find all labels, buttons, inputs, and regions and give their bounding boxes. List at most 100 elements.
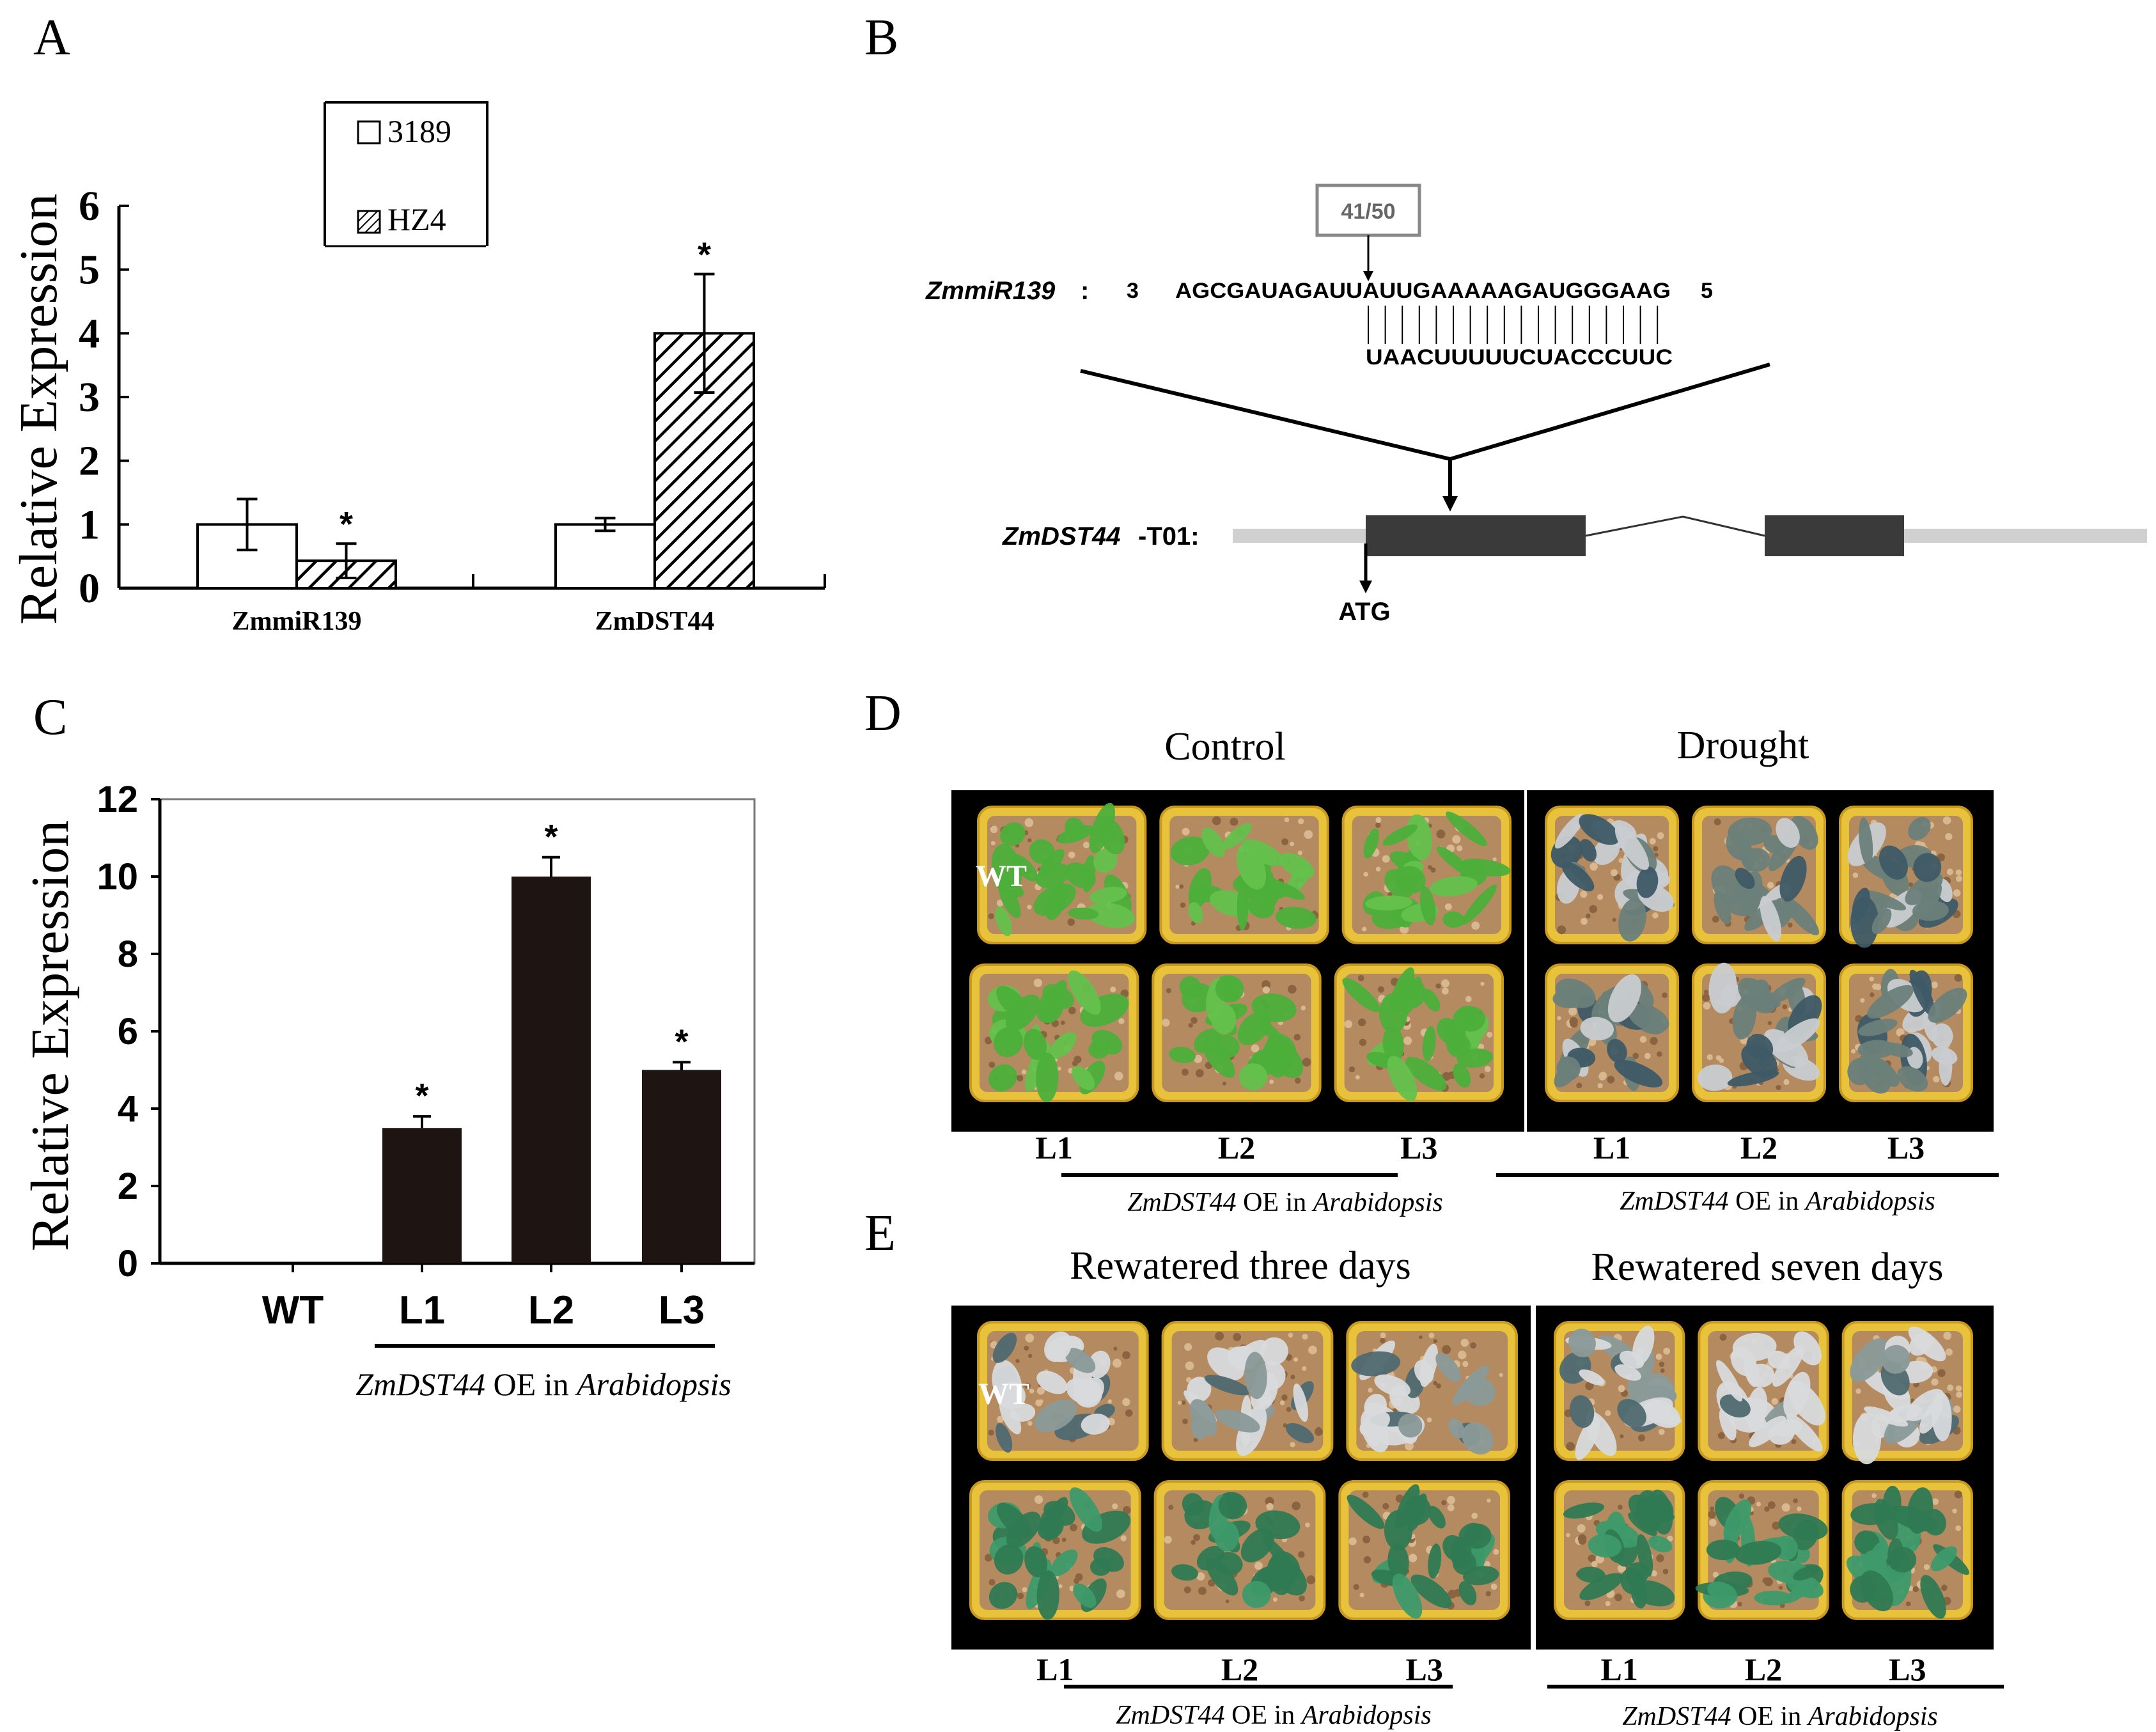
sig-star-c: *: [415, 1077, 428, 1115]
caption-e-left: ZmDST44 OE in Arabidopsis: [1116, 1701, 1432, 1730]
y-axis-label-a: Relative Expression: [9, 194, 68, 625]
legend-a: 3189 HZ4: [324, 101, 488, 247]
pot-0-1-1: [1153, 1480, 1326, 1620]
line-label-l2: L2: [1221, 1651, 1258, 1687]
score-box: [1315, 183, 1421, 237]
line-label-l3: L3: [1889, 1651, 1926, 1687]
sig-star-c: *: [544, 818, 558, 856]
pot-0-0-2: [1346, 1321, 1518, 1461]
caption-d-left: ZmDST44 OE in Arabidopsis: [1127, 1188, 1443, 1217]
line-label-l2: L2: [1218, 1130, 1255, 1166]
chart-c: 0 2 4 6 8 10 12 WT * L1 * L2 * L3: [97, 779, 756, 1332]
bar-c-l3: [642, 1070, 721, 1263]
y-tick-label-a: 6: [79, 183, 100, 230]
photo-d: [951, 790, 1994, 1132]
pot-1-0-0: [1554, 1321, 1685, 1461]
y-tick-label-a: 5: [79, 247, 100, 293]
mirna-5-end: 5: [1701, 279, 1713, 303]
legend-label-3189: 3189: [387, 113, 451, 149]
y-tick-label-a: 2: [79, 438, 100, 485]
mirna-3-end: 3: [1127, 279, 1139, 303]
caption-c: ZmDST44 OE in Arabidopsis: [355, 1366, 731, 1402]
y-axis-label-c: Relative Expression: [20, 820, 80, 1251]
y-tick-label-a: 0: [79, 565, 100, 612]
bar-a-3189-zmdst44: [554, 523, 656, 589]
y-tick-label-a: 3: [79, 374, 100, 421]
line-label-l1: L1: [1036, 1651, 1074, 1687]
legend-label-hz4: HZ4: [387, 201, 446, 237]
line-label-l3: L3: [1400, 1130, 1437, 1166]
pot-0-1-2: [1334, 964, 1504, 1102]
legend-swatch-hz4: [357, 210, 381, 234]
line-labels-d: L1 L2 L3 L1 L2 L3 WT: [976, 859, 1925, 1166]
atg-label: ATG: [1338, 598, 1390, 626]
mirna-label: ZmmiR139: [925, 277, 1056, 305]
caption-e-right: ZmDST44 OE in Arabidopsis: [1622, 1702, 1938, 1731]
panel-letter-c: C: [33, 689, 67, 745]
base-pairing-lines: [1368, 306, 1659, 344]
wt-label: WT: [976, 859, 1027, 893]
bar-c-l2: [512, 877, 591, 1263]
x-tick-label-c: L1: [399, 1288, 445, 1332]
title-drought: Drought: [1677, 724, 1809, 767]
target-sequence: UAACUUUUUCUACCCUUC: [1366, 345, 1673, 370]
panel-a: A 3189 HZ4 Relative Expression 0 1 2 3 4 5 6 * Z…: [9, 10, 826, 636]
sig-star-c: *: [675, 1022, 688, 1061]
pot-0-1-1: [1152, 964, 1322, 1102]
pot-0-0-2: [1341, 806, 1512, 944]
sig-star-a: *: [698, 236, 711, 274]
line-labels-e: L1 L2 L3 L1 L2 L3 WT: [978, 1377, 1926, 1687]
x-tick-label-c: WT: [262, 1288, 324, 1332]
pot-0-1-2: [1338, 1480, 1510, 1620]
line-label-l3: L3: [1405, 1651, 1442, 1687]
line-label-l2: L2: [1740, 1130, 1777, 1166]
pot-1-1-0: [1545, 964, 1679, 1102]
gene-label-suffix: -T01:: [1138, 522, 1199, 550]
y-tick-label-a: 4: [79, 310, 100, 357]
panel-letter-b: B: [864, 10, 898, 66]
x-tick-label-a: ZmDST44: [595, 607, 715, 636]
y-tick-label-a: 1: [79, 501, 100, 548]
pot-1-1-2: [1839, 964, 1973, 1102]
x-tick-label-c: L2: [528, 1288, 574, 1332]
pot-1-1-2: [1841, 1480, 1974, 1620]
utr-3: [1904, 529, 2147, 543]
pot-1-1-1: [1692, 962, 1826, 1102]
title-control: Control: [1164, 725, 1285, 768]
pot-0-0-0: [977, 1321, 1149, 1461]
y-tick-label-c: 8: [118, 933, 138, 975]
bar-a-3189-zmmir139: [196, 523, 298, 589]
pot-0-1-0: [969, 964, 1139, 1103]
bar-c-l1: [382, 1128, 462, 1263]
exon-1: [1366, 515, 1586, 556]
pot-0-1-0: [969, 1480, 1141, 1620]
y-tick-label-c: 6: [118, 1011, 138, 1052]
line-label-l1: L1: [1593, 1130, 1630, 1166]
panel-d: D Control Drought L1 L2 L3 L1 L2 L3 WT ZmDST44…: [864, 685, 1999, 1217]
y-tick-label-c: 10: [97, 856, 138, 898]
line-label-l2: L2: [1745, 1651, 1782, 1687]
panel-b: B 41/50 ZmmiR139 : 3 AGCGAUAGAUUAUUGAAAA…: [864, 10, 2147, 626]
pot-0-0-0: [977, 802, 1147, 944]
caption-d-right: ZmDST44 OE in Arabidopsis: [1620, 1187, 1935, 1216]
line-label-l3: L3: [1887, 1130, 1925, 1166]
chart-a: 0 1 2 3 4 5 6 * ZmmiR139 * ZmDST44: [79, 183, 826, 636]
score-box-text: 41/50: [1341, 199, 1395, 224]
y-tick-label-c: 0: [118, 1243, 138, 1284]
title-rewatered-three: Rewatered three days: [1070, 1244, 1411, 1288]
photo-e: [951, 1306, 1994, 1650]
panel-letter-e: E: [864, 1205, 896, 1261]
gene-label-italic: ZmDST44: [1002, 522, 1121, 550]
pot-1-0-0: [1545, 806, 1679, 944]
mirna-colon: :: [1081, 277, 1089, 305]
y-tick-label-c: 2: [118, 1166, 138, 1207]
y-tick-label-c: 12: [97, 779, 138, 820]
utr-5: [1233, 529, 1366, 543]
panel-c: C Relative Expression 0 2 4 6 8 10 12 WT * L1 * L2 *…: [20, 689, 756, 1402]
pot-1-1-0: [1554, 1480, 1685, 1620]
exon-2: [1765, 515, 1904, 556]
x-tick-label-c: L3: [659, 1288, 705, 1332]
pot-1-0-2: [1841, 1321, 1974, 1465]
pot-0-0-1: [1161, 1321, 1334, 1461]
